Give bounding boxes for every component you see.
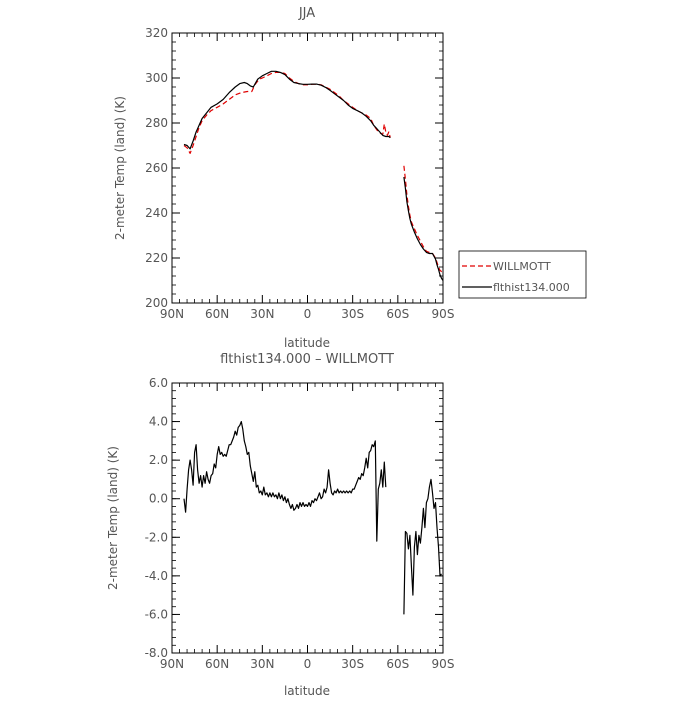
legend-label-flthist: flthist134.000	[493, 281, 570, 294]
bottom-panel-title: flthist134.000 – WILLMOTT	[220, 352, 394, 367]
bottom-y-tick-label: -8.0	[145, 646, 168, 660]
top-x-tick-label: 30S	[341, 307, 364, 321]
top-y-tick-label: 260	[145, 161, 168, 175]
top-x-tick-label: 90N	[160, 307, 184, 321]
bottom-y-tick-label: -4.0	[145, 569, 168, 583]
bottom-y-tick-label: -6.0	[145, 607, 168, 621]
bottom-x-tick-label: 30S	[341, 657, 364, 671]
top-panel-axes: 90N 60N 30N 0 30S 60S 90S 200 220 240 260 280 300 320	[145, 26, 454, 321]
bottom-x-tick-label: 60N	[205, 657, 229, 671]
bottom-panel-frame	[171, 382, 444, 654]
legend-label-willmott: WILLMOTT	[493, 260, 551, 273]
bottom-y-tick-label: 2.0	[149, 453, 168, 467]
top-panel-x-label: latitude	[284, 336, 330, 350]
top-series-flthist-line	[183, 70, 391, 150]
bottom-x-tick-label: 90S	[432, 657, 455, 671]
bottom-panel-series-group	[183, 421, 442, 615]
bottom-series-flthist-line	[403, 478, 442, 615]
top-y-tick-label: 300	[145, 71, 168, 85]
legend: WILLMOTT flthist134.000	[458, 250, 587, 299]
bottom-y-tick-label: 0.0	[149, 492, 168, 506]
top-x-tick-label: 60S	[386, 307, 409, 321]
top-panel-y-label: 2-meter Temp (land) (K)	[113, 96, 127, 240]
bottom-panel: flthist134.000 – WILLMOTT 2-meter Temp (…	[106, 352, 454, 698]
bottom-series-flthist-line	[183, 421, 387, 542]
bottom-panel-x-label: latitude	[284, 684, 330, 698]
bottom-x-tick-label: 90N	[160, 657, 184, 671]
legend-box	[458, 250, 587, 299]
top-x-tick-label: 60N	[205, 307, 229, 321]
bottom-x-tick-label: 0	[304, 657, 312, 671]
bottom-panel-y-label: 2-meter Temp (land) (K)	[106, 446, 120, 590]
top-x-tick-label: 30N	[250, 307, 274, 321]
bottom-x-tick-label: 60S	[386, 657, 409, 671]
bottom-panel-axes: 90N 60N 30N 0 30S 60S 90S -8.0 -6.0 -4.0 -2.0 0.0 2.…	[145, 376, 455, 671]
bottom-y-tick-label: 6.0	[149, 376, 168, 390]
top-panel-title: JJA	[298, 6, 315, 21]
top-x-tick-label: 0	[304, 307, 312, 321]
top-y-tick-label: 320	[145, 26, 168, 40]
top-y-tick-label: 280	[145, 116, 168, 130]
top-x-tick-label: 90S	[432, 307, 455, 321]
bottom-x-tick-label: 30N	[250, 657, 274, 671]
top-panel: JJA 2-meter Temp (land) (K) latitude 90N…	[113, 6, 587, 350]
top-y-tick-label: 220	[145, 251, 168, 265]
bottom-y-tick-label: 4.0	[149, 415, 168, 429]
top-panel-frame	[171, 32, 444, 304]
top-panel-series-group	[183, 70, 444, 281]
top-series-willmott-line	[183, 71, 391, 154]
top-y-tick-label: 200	[145, 296, 168, 310]
top-series-willmott-line	[403, 165, 443, 273]
bottom-y-tick-label: -2.0	[145, 530, 168, 544]
top-y-tick-label: 240	[145, 206, 168, 220]
top-series-flthist-line	[403, 176, 444, 281]
